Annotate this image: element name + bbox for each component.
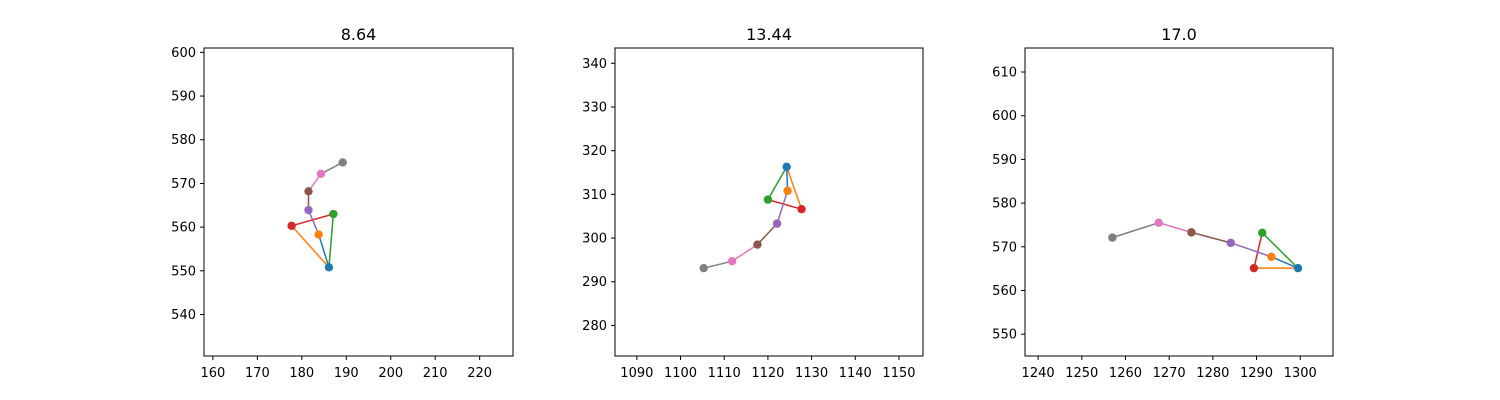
x-tick-label: 160 — [200, 366, 225, 381]
y-tick-label: 580 — [171, 133, 196, 148]
x-tick-label: 1280 — [1196, 366, 1229, 381]
x-tick-label: 1110 — [708, 366, 741, 381]
segment-7 — [1158, 222, 1192, 234]
x-tick-label: 170 — [245, 366, 270, 381]
y-tick-label: 550 — [171, 264, 196, 279]
x-tick-label: 1140 — [839, 366, 872, 381]
panel-title: 13.44 — [746, 25, 792, 44]
y-tick-label: 590 — [171, 90, 196, 105]
data-point-4 — [1249, 263, 1259, 273]
axes-frame — [203, 47, 514, 357]
y-tick-label: 570 — [171, 177, 196, 192]
axes-frame — [614, 47, 924, 357]
y-tick-label: 570 — [992, 240, 1017, 255]
x-tick-label: 1300 — [1284, 366, 1317, 381]
data-point-8 — [1108, 233, 1117, 242]
y-tick-label: 600 — [171, 46, 196, 61]
data-point-1 — [1293, 263, 1303, 273]
y-tick-label: 580 — [992, 197, 1017, 212]
panel-2: 13.44 1090 1100 1110 1120 1130 1140 1150 280 290 3… — [582, 25, 924, 381]
segment-5 — [776, 190, 789, 224]
segment-4 — [767, 198, 802, 210]
x-tick-label: 220 — [467, 366, 492, 381]
data-point-3 — [763, 195, 773, 204]
y-tick-label: 550 — [992, 328, 1017, 343]
x-tick-label: 180 — [289, 366, 314, 381]
y-tick-label: 590 — [992, 153, 1017, 168]
segment-3 — [1261, 232, 1299, 269]
x-tick-label: 1100 — [664, 366, 697, 381]
segment-8 — [703, 260, 733, 269]
segment-4 — [1253, 232, 1263, 269]
data-point-2 — [314, 230, 323, 239]
segment-2 — [291, 225, 330, 268]
segment-8 — [1112, 222, 1159, 239]
segment-6 — [756, 223, 778, 246]
y-tick-label: 340 — [582, 57, 607, 72]
data-point-3 — [1258, 228, 1267, 237]
segment-5 — [1230, 242, 1272, 258]
data-point-7 — [316, 169, 326, 179]
y-tick-label: 300 — [582, 232, 607, 247]
segment-2 — [785, 166, 803, 210]
x-tick-label: 1090 — [620, 366, 653, 381]
data-point-6 — [304, 187, 313, 196]
data-point-5 — [772, 219, 782, 228]
data-point-1 — [324, 263, 334, 272]
y-tick-label: 290 — [582, 275, 607, 290]
x-tick-label: 1290 — [1240, 366, 1273, 381]
y-tick-label: 320 — [582, 144, 607, 159]
segment-7 — [731, 243, 758, 262]
y-tick-label: 330 — [582, 100, 607, 115]
data-point-2 — [783, 186, 792, 196]
data-point-7 — [727, 256, 737, 266]
data-point-7 — [1154, 218, 1163, 227]
data-point-8 — [699, 263, 708, 273]
data-point-6 — [1187, 228, 1196, 237]
x-tick-label: 1240 — [1022, 366, 1055, 381]
data-point-4 — [797, 205, 806, 214]
y-tick-label: 540 — [171, 308, 196, 323]
panel-title: 17.0 — [1161, 25, 1197, 44]
data-point-6 — [753, 240, 762, 249]
segment-3 — [767, 166, 788, 200]
segment-1 — [317, 234, 330, 268]
x-tick-label: 1150 — [882, 366, 915, 381]
data-point-4 — [287, 221, 296, 231]
segment-6 — [1191, 231, 1231, 244]
x-tick-label: 190 — [334, 366, 359, 381]
y-tick-label: 560 — [171, 221, 196, 236]
panel-1: 8.64 160 170 180 190 200 210 220 540 550 560 570 580… — [171, 25, 514, 381]
y-tick-label: 280 — [582, 319, 607, 334]
x-tick-label: 1250 — [1065, 366, 1098, 381]
data-point-1 — [782, 162, 791, 172]
y-tick-label: 310 — [582, 188, 607, 203]
data-point-5 — [1226, 238, 1235, 248]
data-point-8 — [338, 158, 347, 167]
x-tick-label: 1270 — [1153, 366, 1186, 381]
axes-frame — [1024, 47, 1334, 357]
y-tick-label: 560 — [992, 284, 1017, 299]
segment-5 — [307, 209, 320, 235]
x-tick-label: 200 — [378, 366, 403, 381]
x-tick-label: 210 — [423, 366, 448, 381]
segment-1 — [1271, 256, 1299, 269]
segment-3 — [328, 213, 335, 268]
data-point-2 — [1267, 252, 1276, 262]
y-tick-label: 600 — [992, 109, 1017, 124]
y-tick-label: 610 — [992, 66, 1017, 81]
x-tick-label: 1260 — [1109, 366, 1142, 381]
data-point-5 — [304, 205, 313, 215]
x-tick-label: 1130 — [795, 366, 828, 381]
data-point-3 — [329, 209, 338, 219]
panel-3: 17.0 1240 1250 1260 1270 1280 1290 1300 550 560 57… — [992, 25, 1334, 381]
panel-title: 8.64 — [341, 25, 377, 44]
x-tick-label: 1120 — [751, 366, 784, 381]
